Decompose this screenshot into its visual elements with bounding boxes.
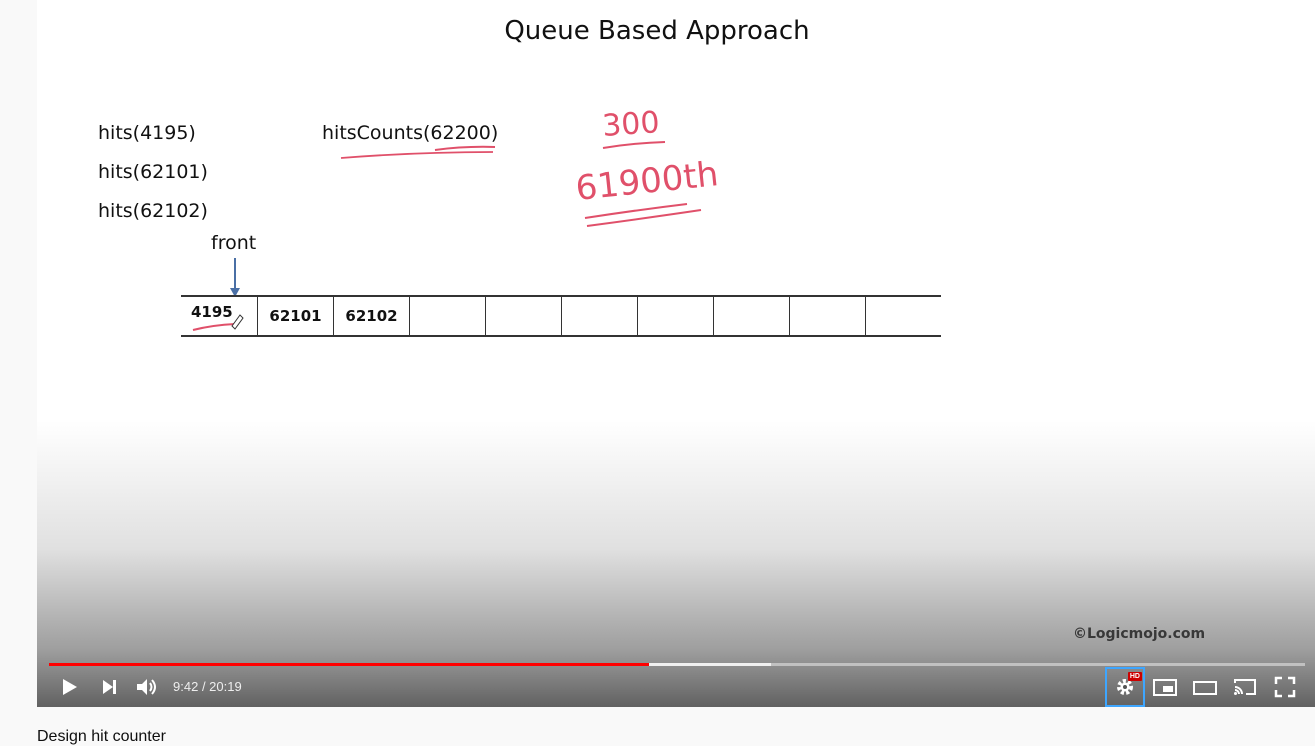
time-separator: / [201, 679, 210, 694]
queue-array: 4195 62101 62102 [181, 295, 941, 337]
fullscreen-icon [1274, 676, 1296, 698]
theater-mode-button[interactable] [1189, 671, 1221, 703]
front-label: front [211, 232, 257, 254]
play-button[interactable] [53, 671, 85, 703]
hit-call-1: hits(4195) [98, 122, 196, 144]
queue-cell [561, 297, 637, 335]
watermark: ©Logicmojo.com [1073, 626, 1206, 642]
video-title: Design hit counter [37, 728, 166, 745]
volume-icon [137, 679, 156, 695]
queue-cell [865, 297, 941, 335]
hd-badge: HD [1127, 672, 1142, 681]
player-controls: 9:42 / 20:19 HD [37, 667, 1315, 707]
hit-call-2: hits(62101) [98, 161, 208, 183]
queue-cell [789, 297, 865, 335]
progress-played [49, 663, 649, 666]
next-button[interactable] [93, 671, 125, 703]
video-frame: Queue Based Approach hits(4195) hits(621… [37, 0, 1315, 707]
queue-cell: 62102 [333, 297, 409, 335]
queue-cell [713, 297, 789, 335]
play-icon [63, 679, 77, 695]
front-arrow-icon [230, 258, 240, 297]
handwritten-61900th: 61900th [574, 154, 720, 209]
fullscreen-button[interactable] [1269, 671, 1301, 703]
slide-title: Queue Based Approach [504, 16, 810, 46]
progress-bar[interactable] [49, 663, 1305, 666]
duration: 20:19 [209, 679, 242, 694]
hit-call-3: hits(62102) [98, 200, 208, 222]
miniplayer-icon [1153, 679, 1177, 696]
video-player[interactable]: Queue Based Approach hits(4195) hits(621… [37, 0, 1315, 707]
queue-cell [409, 297, 485, 335]
cast-icon [1234, 679, 1256, 695]
cast-button[interactable] [1229, 671, 1261, 703]
queue-cell [485, 297, 561, 335]
current-time: 9:42 [173, 679, 199, 694]
theater-mode-icon [1193, 681, 1217, 695]
volume-button[interactable] [131, 671, 163, 703]
settings-gear-icon [1117, 679, 1133, 695]
next-icon [103, 680, 116, 694]
handwritten-300: 300 [601, 105, 661, 144]
hits-count-query: hitsCounts(62200) [322, 122, 499, 144]
queue-cell: 4195 [191, 303, 233, 321]
queue-cell: 62101 [257, 297, 333, 335]
handwritten-annotations: 300 61900th [192, 105, 720, 331]
miniplayer-button[interactable] [1149, 671, 1181, 703]
queue-cell [637, 297, 713, 335]
time-display: 9:42 / 20:19 [173, 679, 242, 694]
settings-button[interactable]: HD [1105, 667, 1145, 707]
